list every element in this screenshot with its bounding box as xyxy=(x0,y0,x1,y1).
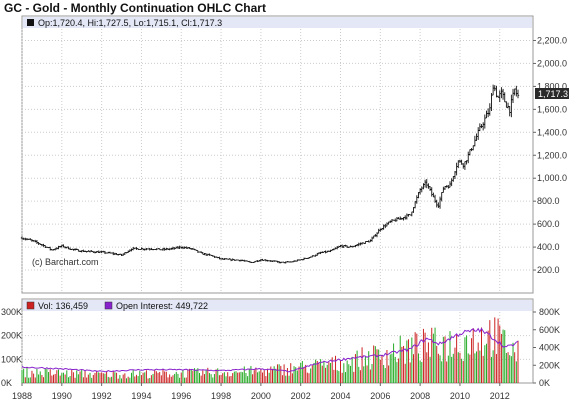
volume-left-tick-label: 200K xyxy=(1,331,22,341)
ohlc-legend-swatch xyxy=(27,19,34,26)
x-tick-label: 2004 xyxy=(330,391,350,401)
volume-left-tick-label: 100K xyxy=(1,354,22,364)
volume-info-bar xyxy=(23,300,532,311)
chart-title: GC - Gold - Monthly Continuation OHLC Ch… xyxy=(4,1,266,15)
x-tick-label: 2008 xyxy=(410,391,430,401)
x-tick-label: 1994 xyxy=(131,391,151,401)
volume-left-tick-label: 300K xyxy=(1,307,22,317)
x-tick-label: 2010 xyxy=(450,391,470,401)
price-ytick-label: 1,000.0 xyxy=(537,173,567,183)
credit-label: (c) Barchart.com xyxy=(32,257,99,267)
volume-right-tick-label: 0K xyxy=(539,378,550,388)
price-ytick-label: 1,400.0 xyxy=(537,127,567,137)
open-interest-legend-label: Open Interest: 449,722 xyxy=(116,301,208,311)
volume-right-tick-label: 600K xyxy=(539,325,560,335)
x-tick-label: 1992 xyxy=(92,391,112,401)
x-tick-label: 1996 xyxy=(171,391,191,401)
last-price-box xyxy=(535,88,569,99)
price-ytick-label: 1,600.0 xyxy=(537,104,567,114)
price-info-bar xyxy=(23,17,532,28)
last-price-label: 1,717.3 xyxy=(538,89,568,99)
price-ytick-label: 600.0 xyxy=(537,219,560,229)
price-ytick-label: 200.0 xyxy=(537,265,560,275)
price-ytick-label: 400.0 xyxy=(537,242,560,252)
price-ytick-label: 1,200.0 xyxy=(537,150,567,160)
ohlc-info-label: Op:1,720.4, Hi:1,727.5, Lo:1,715.1, Cl:1… xyxy=(38,18,222,28)
price-ytick-label: 2,000.0 xyxy=(537,58,567,68)
x-tick-label: 1998 xyxy=(211,391,231,401)
volume-right-tick-label: 800K xyxy=(539,307,560,317)
x-tick-label: 2000 xyxy=(251,391,271,401)
volume-legend-swatch xyxy=(26,301,35,310)
price-ytick-label: 1,800.0 xyxy=(537,81,567,91)
volume-left-tick-label: 0K xyxy=(1,378,12,388)
price-ytick-label: 2,200.0 xyxy=(537,35,567,45)
x-tick-label: 1990 xyxy=(52,391,72,401)
volume-right-tick-label: 400K xyxy=(539,343,560,353)
price-ytick-label: 800.0 xyxy=(537,196,560,206)
x-tick-label: 2006 xyxy=(370,391,390,401)
x-tick-label: 2002 xyxy=(291,391,311,401)
x-tick-label: 1988 xyxy=(12,391,32,401)
open-interest-line xyxy=(21,327,519,373)
x-tick-label: 2012 xyxy=(490,391,510,401)
volume-right-tick-label: 200K xyxy=(539,360,560,370)
open-interest-legend-swatch xyxy=(104,301,113,310)
volume-legend-label: Vol: 136,459 xyxy=(38,301,88,311)
